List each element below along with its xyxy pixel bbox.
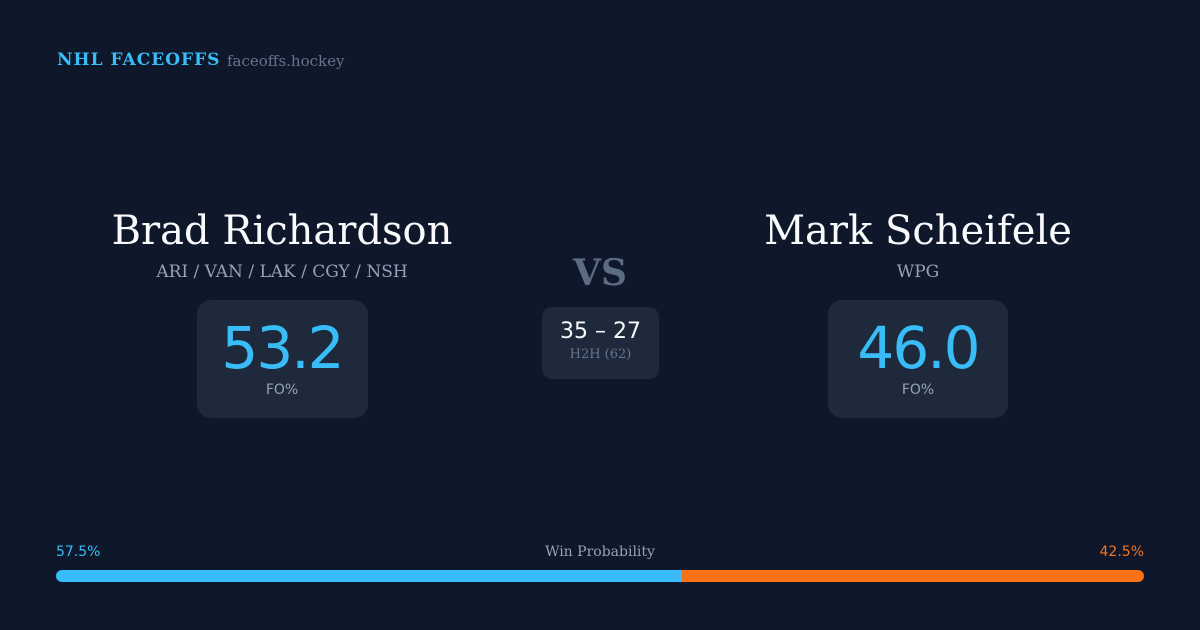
left-probability-fill bbox=[56, 570, 682, 582]
fo-percentage: 53.2 bbox=[221, 314, 344, 382]
right-probability-fill bbox=[681, 570, 1144, 582]
player-teams: ARI / VAN / LAK / CGY / NSH bbox=[156, 262, 408, 282]
fo-card: 46.0 FO% bbox=[828, 300, 1008, 418]
fo-percentage: 46.0 bbox=[857, 314, 980, 382]
player-teams: WPG bbox=[896, 262, 940, 282]
fo-label: FO% bbox=[265, 382, 299, 398]
vs-label: VS bbox=[573, 252, 627, 294]
left-win-probability: 57.5% bbox=[56, 544, 101, 560]
h2h-card: 35 – 27 H2H (62) bbox=[542, 307, 659, 379]
player-name: Mark Scheifele bbox=[764, 208, 1072, 254]
right-win-probability: 42.5% bbox=[1099, 544, 1144, 560]
left-player: Brad Richardson ARI / VAN / LAK / CGY / … bbox=[32, 208, 532, 418]
right-player: Mark Scheifele WPG 46.0 FO% bbox=[668, 208, 1168, 418]
fo-card: 53.2 FO% bbox=[196, 300, 368, 418]
h2h-score: 35 – 27 bbox=[560, 319, 641, 344]
player-name: Brad Richardson bbox=[111, 208, 453, 254]
fo-label: FO% bbox=[901, 382, 935, 398]
brand-title: NHL FACEOFFS bbox=[57, 50, 221, 70]
win-probability-label: Win Probability bbox=[545, 544, 655, 560]
site-domain: faceoffs.hockey bbox=[227, 52, 345, 70]
win-probability-bar bbox=[56, 570, 1144, 582]
h2h-label: H2H (62) bbox=[569, 347, 632, 362]
